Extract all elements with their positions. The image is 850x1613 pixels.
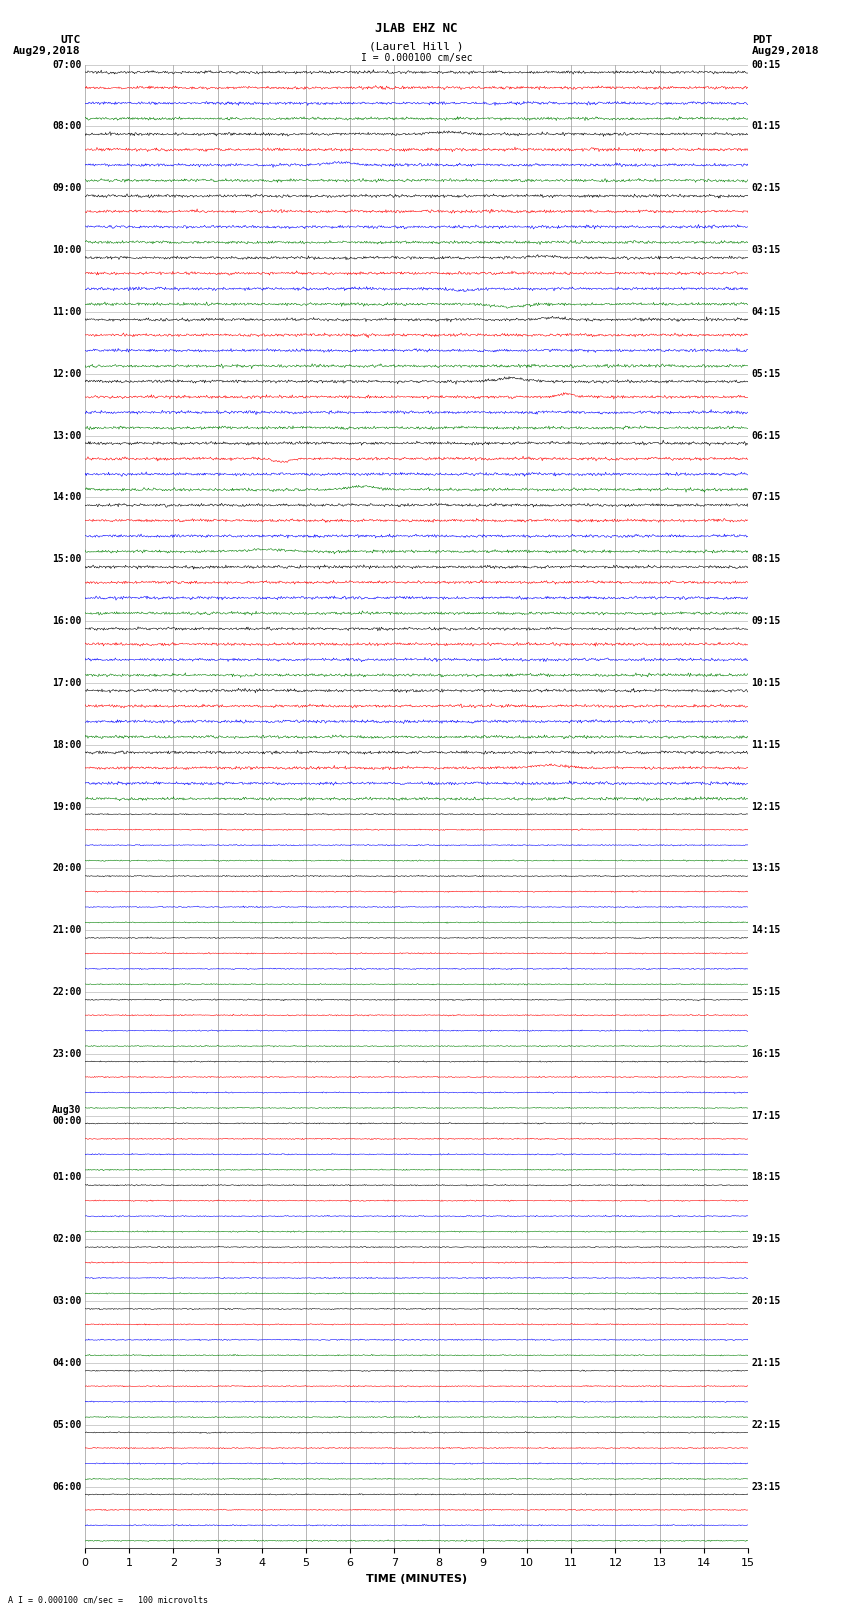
Text: 03:00: 03:00 [53, 1297, 82, 1307]
Text: (Laurel Hill ): (Laurel Hill ) [369, 42, 464, 52]
Text: 22:15: 22:15 [751, 1419, 780, 1429]
Text: 17:15: 17:15 [751, 1111, 780, 1121]
Text: 04:15: 04:15 [751, 306, 780, 316]
Text: 06:00: 06:00 [53, 1482, 82, 1492]
Text: UTC
Aug29,2018: UTC Aug29,2018 [14, 35, 81, 56]
Text: PDT
Aug29,2018: PDT Aug29,2018 [752, 35, 819, 56]
Text: 14:15: 14:15 [751, 926, 780, 936]
Text: 21:15: 21:15 [751, 1358, 780, 1368]
Text: 17:00: 17:00 [53, 677, 82, 687]
Text: 08:00: 08:00 [53, 121, 82, 131]
Text: 23:00: 23:00 [53, 1048, 82, 1058]
Text: 01:15: 01:15 [751, 121, 780, 131]
Text: 02:00: 02:00 [53, 1234, 82, 1244]
Text: 12:15: 12:15 [751, 802, 780, 811]
Text: Aug30
00:00: Aug30 00:00 [53, 1105, 82, 1126]
Text: 20:15: 20:15 [751, 1297, 780, 1307]
Text: 07:00: 07:00 [53, 60, 82, 69]
Text: 16:15: 16:15 [751, 1048, 780, 1058]
Text: 10:00: 10:00 [53, 245, 82, 255]
Text: 10:15: 10:15 [751, 677, 780, 687]
Text: 16:00: 16:00 [53, 616, 82, 626]
Text: 12:00: 12:00 [53, 369, 82, 379]
Text: JLAB EHZ NC: JLAB EHZ NC [375, 23, 458, 35]
Text: 18:00: 18:00 [53, 740, 82, 750]
Text: 18:15: 18:15 [751, 1173, 780, 1182]
Text: 19:15: 19:15 [751, 1234, 780, 1244]
Text: 05:15: 05:15 [751, 369, 780, 379]
Text: 09:00: 09:00 [53, 184, 82, 194]
Text: 11:15: 11:15 [751, 740, 780, 750]
Text: 01:00: 01:00 [53, 1173, 82, 1182]
Text: 05:00: 05:00 [53, 1419, 82, 1429]
Text: 15:00: 15:00 [53, 555, 82, 565]
Text: A I = 0.000100 cm/sec =   100 microvolts: A I = 0.000100 cm/sec = 100 microvolts [8, 1595, 208, 1605]
Text: 08:15: 08:15 [751, 555, 780, 565]
Text: 15:15: 15:15 [751, 987, 780, 997]
Text: 21:00: 21:00 [53, 926, 82, 936]
Text: 22:00: 22:00 [53, 987, 82, 997]
Text: 13:00: 13:00 [53, 431, 82, 440]
Text: 00:15: 00:15 [751, 60, 780, 69]
Text: 09:15: 09:15 [751, 616, 780, 626]
Text: 19:00: 19:00 [53, 802, 82, 811]
Text: 11:00: 11:00 [53, 306, 82, 316]
Text: 04:00: 04:00 [53, 1358, 82, 1368]
Text: I = 0.000100 cm/sec: I = 0.000100 cm/sec [360, 53, 473, 63]
Text: 13:15: 13:15 [751, 863, 780, 873]
Text: 14:00: 14:00 [53, 492, 82, 502]
Text: 20:00: 20:00 [53, 863, 82, 873]
Text: 03:15: 03:15 [751, 245, 780, 255]
Text: 06:15: 06:15 [751, 431, 780, 440]
Text: 23:15: 23:15 [751, 1482, 780, 1492]
Text: 02:15: 02:15 [751, 184, 780, 194]
X-axis label: TIME (MINUTES): TIME (MINUTES) [366, 1574, 467, 1584]
Text: 07:15: 07:15 [751, 492, 780, 502]
